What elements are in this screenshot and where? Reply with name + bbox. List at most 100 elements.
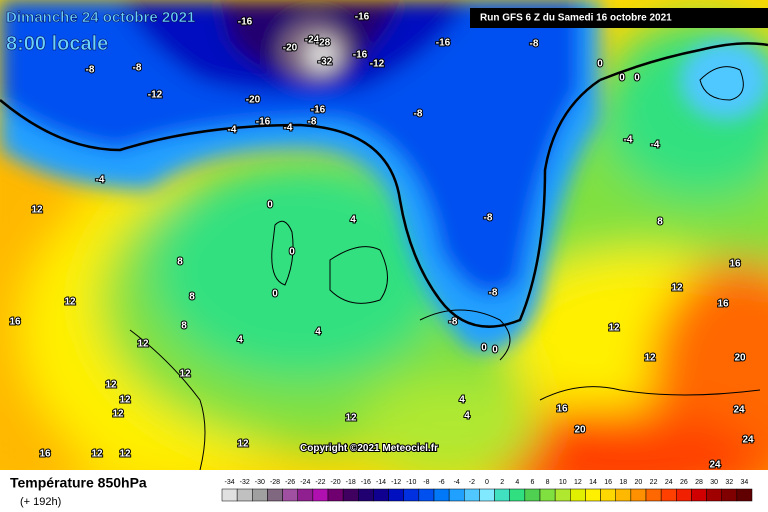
contour-label: 20: [574, 425, 586, 436]
contour-label: -8: [530, 39, 539, 50]
contour-label: -16: [355, 12, 370, 23]
contour-label: -12: [148, 90, 163, 101]
scale-swatch: [600, 488, 616, 502]
contour-label: 4: [459, 395, 465, 406]
scale-label: 10: [559, 479, 567, 486]
contour-label: 12: [64, 297, 76, 308]
scale-swatch: [479, 488, 495, 502]
scale-swatch: [388, 488, 404, 502]
scale-label: 34: [741, 479, 749, 486]
contour-label: -8: [133, 63, 142, 74]
contour-label: -8: [86, 65, 95, 76]
contour-label: 0: [272, 289, 278, 300]
scale-swatch: [509, 488, 526, 502]
scale-label: -18: [346, 479, 356, 486]
scale-swatch: [448, 488, 465, 502]
scale-label: -28: [270, 479, 280, 486]
contour-label: 24: [742, 435, 754, 446]
contour-label: 16: [717, 299, 729, 310]
scale-label: 0: [485, 479, 489, 486]
contour-label: 12: [31, 205, 43, 216]
contour-label: 0: [597, 59, 603, 70]
contour-label: 8: [181, 321, 187, 332]
scale-swatch: [236, 488, 253, 502]
scale-label: 20: [635, 479, 643, 486]
scale-label: 16: [604, 479, 612, 486]
contour-label: -4: [624, 135, 633, 146]
map-labels: -16-20-24-28-32-16-12-16-8-8-12 -20-16-16…: [8, 11, 755, 472]
scale-label: -20: [331, 479, 341, 486]
scale-swatch: [676, 488, 692, 502]
scale-label: -10: [406, 479, 416, 486]
scale-swatch: [327, 488, 344, 502]
scale-swatch: [373, 488, 389, 502]
scale-label: -26: [285, 479, 295, 486]
scale-label: 6: [530, 479, 534, 486]
color-scale: -34 -32 -30 -28 -26 -24 -22 -20 -18 -16 -14 -12 -10-…: [221, 479, 753, 502]
contour-label: 24: [709, 460, 721, 471]
contour-label: -20: [246, 95, 261, 106]
footer-title: Température 850hPa: [10, 475, 147, 491]
contour-label: 16: [556, 404, 568, 415]
contour-label: 12: [671, 283, 683, 294]
contour-label: 12: [119, 395, 131, 406]
contour-label: 12: [608, 323, 620, 334]
scale-swatch: [691, 488, 707, 502]
contour-label: -16: [311, 105, 326, 116]
contour-label: 0: [492, 345, 498, 356]
scale-label: 18: [619, 479, 627, 486]
scale-label: 4: [515, 479, 519, 486]
contour-label: 12: [644, 353, 656, 364]
scale-label: -32: [240, 479, 250, 486]
contour-label: 12: [237, 439, 249, 450]
scale-swatch: [539, 488, 556, 502]
scale-label: -2: [469, 479, 475, 486]
scale-label: 2: [500, 479, 504, 486]
scale-label: -30: [255, 479, 265, 486]
scale-swatch: [706, 488, 722, 502]
contour-label: 0: [481, 343, 487, 354]
run-info: Run GFS 6 Z du Samedi 16 octobre 2021: [480, 13, 672, 24]
scale-swatch: [660, 488, 677, 502]
scale-label: -24: [300, 479, 310, 486]
scale-swatch: [267, 488, 283, 502]
contour-label: 12: [137, 339, 149, 350]
scale-swatch: [570, 488, 586, 502]
contour-label: 0: [289, 247, 295, 258]
contour-label: 4: [464, 411, 470, 422]
contour-label: -8: [484, 213, 493, 224]
contour-label: 0: [267, 200, 273, 211]
scale-label: -12: [391, 479, 401, 486]
contour-label: -16: [353, 50, 368, 61]
scale-swatch: [630, 488, 647, 502]
coastlines: [129, 66, 761, 470]
copyright: Copyright ©2021 Meteociel.fr: [300, 443, 438, 454]
contour-label: -12: [370, 59, 385, 70]
scale-swatch: [282, 488, 298, 502]
contour-label: 16: [729, 259, 741, 270]
scale-swatch: [418, 488, 435, 502]
scale-swatch: [221, 488, 238, 502]
scale-swatch: [403, 488, 420, 502]
contour-label: -24: [305, 35, 320, 46]
scale-swatch: [645, 488, 662, 502]
scale-swatch: [615, 488, 632, 502]
scale-label: 30: [710, 479, 718, 486]
contour-label: 12: [119, 449, 131, 460]
contour-label: 16: [9, 317, 21, 328]
contour-label: -8: [489, 288, 498, 299]
contour-label: 4: [350, 215, 356, 226]
scale-swatch: [358, 488, 374, 502]
contour-label: -20: [283, 43, 298, 54]
time: 8:00 locale: [6, 33, 108, 55]
scale-label: -8: [423, 479, 429, 486]
scale-swatch: [585, 488, 601, 502]
scale-swatch: [554, 488, 571, 502]
contour-label: 0: [634, 73, 640, 84]
contour-label: 12: [105, 380, 117, 391]
footer-lead: (+ 192h): [20, 496, 61, 508]
contour-label: 12: [91, 449, 103, 460]
contour-label: 0: [619, 73, 625, 84]
